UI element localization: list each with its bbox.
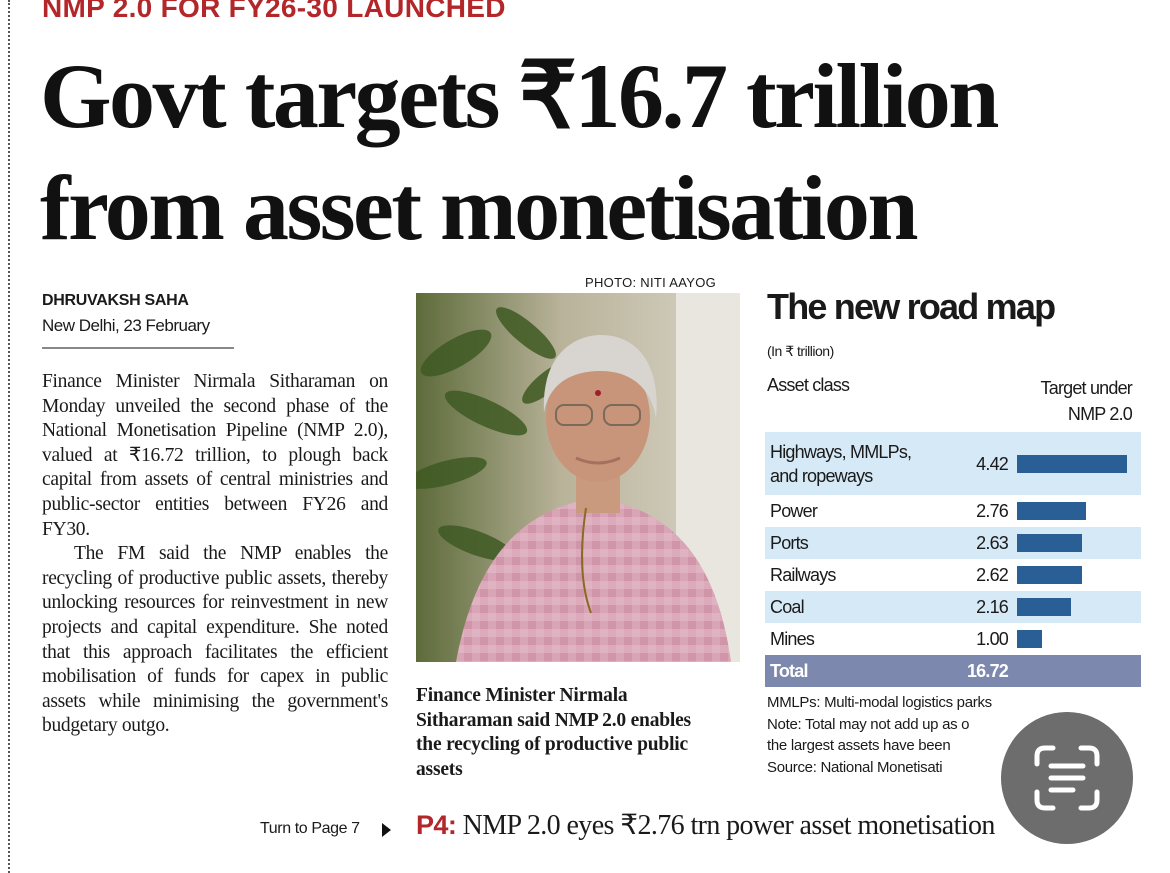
headline: Govt targets ₹16.7 trillion from asset m… bbox=[40, 45, 999, 259]
row-value: 4.42 bbox=[976, 453, 1009, 474]
page-border bbox=[8, 0, 10, 873]
teaser-label: P4: bbox=[416, 810, 457, 840]
table-row: Mines 1.00 bbox=[765, 623, 1141, 655]
dateline: New Delhi, 23 February bbox=[42, 316, 210, 335]
table-title: The new road map bbox=[767, 286, 1056, 327]
note-line: MMLPs: Multi-modal logistics parks bbox=[767, 694, 992, 711]
live-text-button[interactable] bbox=[1001, 712, 1133, 844]
kicker: NMP 2.0 FOR FY26-30 LAUNCHED bbox=[42, 0, 506, 23]
total-value: 16.72 bbox=[966, 661, 1009, 681]
row-label: Mines bbox=[770, 629, 815, 649]
row-value: 2.63 bbox=[976, 533, 1009, 553]
note-line: Source: National Monetisati bbox=[767, 758, 943, 776]
bar bbox=[1017, 598, 1071, 616]
article-body: Finance Minister Nirmala Sitharaman on M… bbox=[42, 370, 388, 739]
note-line: the largest assets have been bbox=[767, 737, 951, 754]
bar bbox=[1017, 534, 1083, 552]
photo-caption: Finance Minister Nirmala Sitharaman said… bbox=[416, 685, 691, 780]
row-label: Railways bbox=[770, 565, 836, 585]
photo-credit: PHOTO: NITI AAYOG bbox=[585, 275, 717, 290]
jump-line: Turn to Page 7 bbox=[260, 820, 360, 837]
table-notes: MMLPs: Multi-modal logistics parks Note: … bbox=[767, 692, 992, 778]
paragraph: Finance Minister Nirmala Sitharaman on M… bbox=[42, 371, 388, 540]
total-row: Total 16.72 bbox=[765, 655, 1141, 687]
row-label: Coal bbox=[770, 597, 805, 617]
teaser-text: NMP 2.0 eyes ₹2.76 trn power asset monet… bbox=[462, 810, 996, 841]
table-rows: Highways, MMLPs, and ropeways 4.42 Power 2.… bbox=[765, 432, 1141, 687]
table-row: Railways 2.62 bbox=[765, 559, 1141, 591]
paragraph: The FM said the NMP enables the recyclin… bbox=[42, 543, 388, 737]
jump-arrow bbox=[382, 823, 391, 837]
teaser: P4: NMP 2.0 eyes ₹2.76 trn power asset m… bbox=[416, 808, 995, 842]
byline-rule bbox=[42, 347, 234, 349]
table-row: Power 2.76 bbox=[765, 495, 1141, 527]
row-label: Power bbox=[770, 501, 818, 521]
column-header: Target under NMP 2.0 bbox=[1040, 378, 1133, 424]
total-label: Total bbox=[770, 661, 808, 681]
bar bbox=[1017, 566, 1083, 584]
row-value: 2.16 bbox=[976, 597, 1009, 617]
column-header: Asset class bbox=[767, 375, 850, 395]
row-label: Highways, MMLPs, and ropeways bbox=[770, 441, 912, 486]
bar bbox=[1017, 630, 1042, 648]
photo bbox=[416, 293, 740, 662]
row-value: 2.62 bbox=[976, 565, 1009, 585]
row-value: 2.76 bbox=[976, 501, 1009, 521]
byline-author: DHRUVAKSH SAHA bbox=[42, 292, 189, 309]
note-line: Note: Total may not add up as o bbox=[767, 715, 970, 733]
table-row: Ports 2.63 bbox=[765, 527, 1141, 559]
table-row: Highways, MMLPs, and ropeways 4.42 bbox=[765, 432, 1141, 495]
bar bbox=[1017, 502, 1086, 520]
bar bbox=[1017, 454, 1127, 473]
row-label: Ports bbox=[770, 533, 809, 553]
table-unit: (In ₹ trillion) bbox=[767, 343, 834, 359]
table-row: Coal 2.16 bbox=[765, 591, 1141, 623]
row-value: 1.00 bbox=[976, 629, 1009, 649]
